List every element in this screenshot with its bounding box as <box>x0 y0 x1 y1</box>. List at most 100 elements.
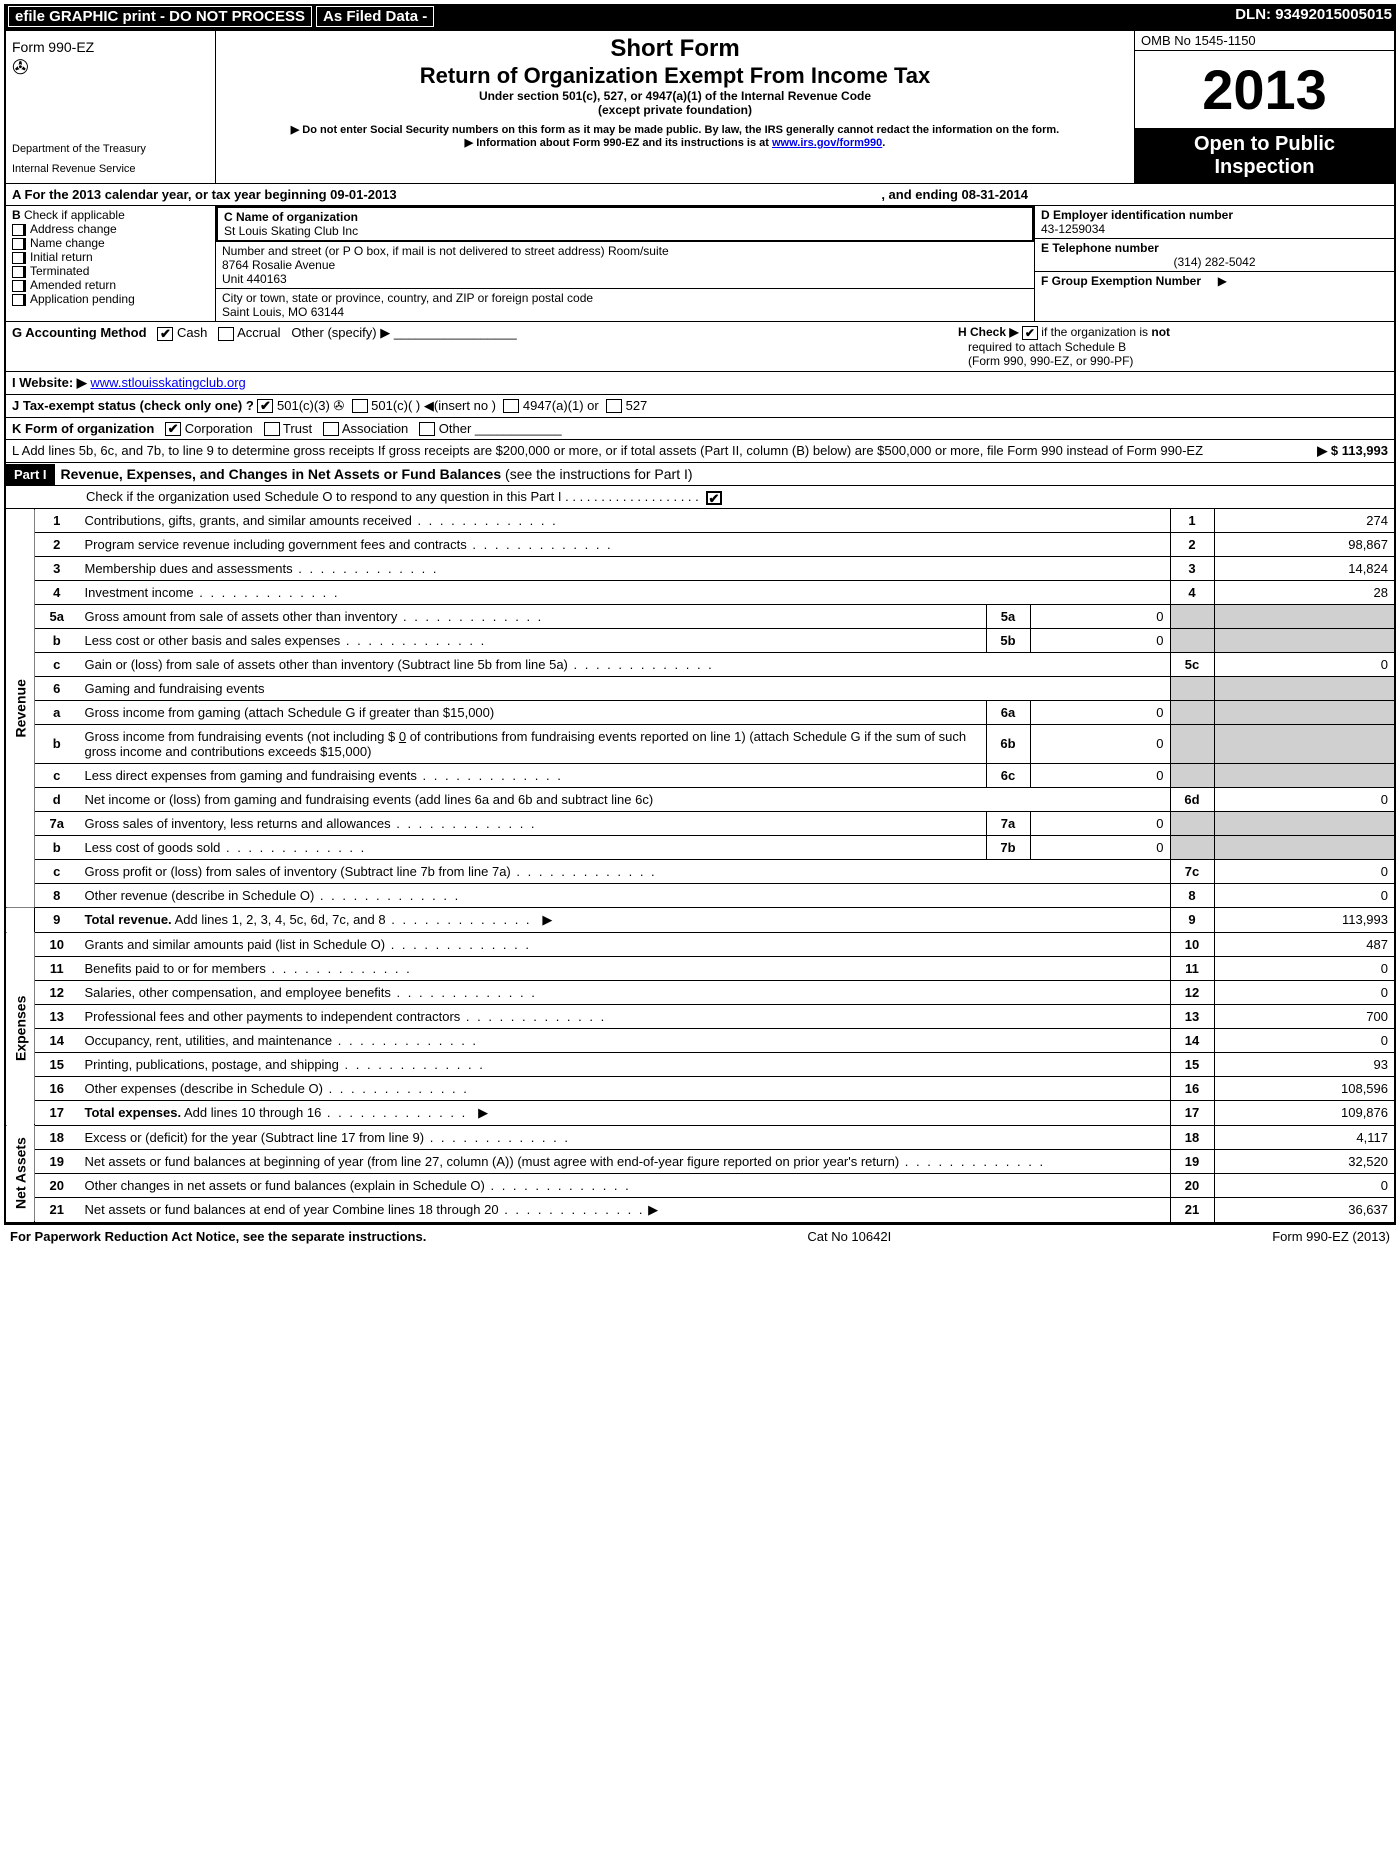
line-5b-sn: 5b <box>986 628 1030 652</box>
grey-6-val <box>1214 676 1394 700</box>
irs-link[interactable]: www.irs.gov/form990 <box>772 137 882 149</box>
checkbox-accrual[interactable] <box>218 327 234 341</box>
line-7a-num: 7a <box>35 811 79 835</box>
footer-left: For Paperwork Reduction Act Notice, see … <box>10 1229 426 1244</box>
h-not: not <box>1151 325 1170 339</box>
line-20-num: 20 <box>35 1173 79 1197</box>
line-6-desc: Gaming and fundraising events <box>79 676 1171 700</box>
grey-5a <box>1170 604 1214 628</box>
line-18-num: 18 <box>35 1125 79 1149</box>
line-7b-desc: Less cost of goods sold <box>85 840 367 855</box>
line-6a-sn: 6a <box>986 700 1030 724</box>
h-label: H Check ▶ <box>958 325 1019 339</box>
checkbox-address[interactable] <box>12 224 26 236</box>
grey-5b-val <box>1214 628 1394 652</box>
line-1-num: 1 <box>35 509 79 533</box>
footer: For Paperwork Reduction Act Notice, see … <box>4 1225 1396 1248</box>
g-accrual: Accrual <box>237 325 280 340</box>
checkbox-501c3[interactable]: ✔ <box>257 399 273 413</box>
dept-treasury: Department of the Treasury <box>12 143 209 155</box>
warning-ssn: ▶ Do not enter Social Security numbers o… <box>226 123 1124 136</box>
line-5b-desc: Less cost or other basis and sales expen… <box>85 633 487 648</box>
line-6b-sn: 6b <box>986 724 1030 763</box>
checkbox-h[interactable]: ✔ <box>1022 326 1038 340</box>
k-corp: Corporation <box>185 421 253 436</box>
line-7b-num: b <box>35 835 79 859</box>
line-17-ln: 17 <box>1170 1100 1214 1125</box>
form-prefix: Form <box>12 39 45 55</box>
checkbox-other[interactable] <box>419 422 435 436</box>
checkbox-corp[interactable]: ✔ <box>165 422 181 436</box>
checkbox-501c[interactable] <box>352 399 368 413</box>
checkbox-trust[interactable] <box>264 422 280 436</box>
footer-mid: Cat No 10642I <box>807 1229 891 1244</box>
line-18-ln: 18 <box>1170 1125 1214 1149</box>
line-1-ln: 1 <box>1170 509 1214 533</box>
line-20-ln: 20 <box>1170 1173 1214 1197</box>
line-5c-desc: Gain or (loss) from sale of assets other… <box>85 657 714 672</box>
line-14-val: 0 <box>1214 1028 1394 1052</box>
line-5b-sv: 0 <box>1030 628 1170 652</box>
checkbox-cash[interactable]: ✔ <box>157 327 173 341</box>
checkbox-assoc[interactable] <box>323 422 339 436</box>
line-6c-desc: Less direct expenses from gaming and fun… <box>85 768 563 783</box>
ein-val: 43-1259034 <box>1041 222 1388 236</box>
j-label: J Tax-exempt status (check only one) ? <box>12 398 254 413</box>
grey-6a-val <box>1214 700 1394 724</box>
line-6-num: 6 <box>35 676 79 700</box>
line-12-val: 0 <box>1214 980 1394 1004</box>
j-opt-501c: 501(c)( ) ◀(insert no ) <box>371 398 496 413</box>
line-20-desc: Other changes in net assets or fund bala… <box>85 1178 631 1193</box>
line-5b-num: b <box>35 628 79 652</box>
line-5c-val: 0 <box>1214 652 1394 676</box>
checkbox-527[interactable] <box>606 399 622 413</box>
line-4-ln: 4 <box>1170 580 1214 604</box>
line-15-num: 15 <box>35 1052 79 1076</box>
line-16-val: 108,596 <box>1214 1076 1394 1100</box>
line-2-val: 98,867 <box>1214 532 1394 556</box>
checkbox-pending[interactable] <box>12 294 26 306</box>
l-amount: ▶ $ 113,993 <box>1228 443 1388 459</box>
line-11-desc: Benefits paid to or for members <box>85 961 412 976</box>
line-5a-sn: 5a <box>986 604 1030 628</box>
website-link[interactable]: www.stlouisskatingclub.org <box>90 375 245 390</box>
line-11-ln: 11 <box>1170 956 1214 980</box>
k-other: Other <box>439 421 472 436</box>
line-6c-num: c <box>35 763 79 787</box>
line-21-desc: Net assets or fund balances at end of ye… <box>79 1197 1171 1222</box>
checkbox-schedo[interactable]: ✔ <box>706 491 722 505</box>
checkbox-initial[interactable] <box>12 252 26 264</box>
g-other: Other (specify) ▶ <box>291 325 390 340</box>
form-header: Form 990-EZ ✇ Department of the Treasury… <box>6 31 1394 184</box>
checkbox-4947[interactable] <box>503 399 519 413</box>
f-arrow: ▶ <box>1218 274 1227 288</box>
line-10-desc: Grants and similar amounts paid (list in… <box>85 937 532 952</box>
grey-6c <box>1170 763 1214 787</box>
checkbox-terminated[interactable] <box>12 266 26 278</box>
k-label: K Form of organization <box>12 421 154 436</box>
checkbox-amended[interactable] <box>12 280 26 292</box>
line-7c-ln: 7c <box>1170 859 1214 883</box>
line-6a-desc: Gross income from gaming (attach Schedul… <box>79 700 987 724</box>
line-5c-ln: 5c <box>1170 652 1214 676</box>
line-14-ln: 14 <box>1170 1028 1214 1052</box>
line-9-val: 113,993 <box>1214 907 1394 932</box>
j-opt-4947: 4947(a)(1) or <box>523 398 599 413</box>
line-17-val: 109,876 <box>1214 1100 1394 1125</box>
g-cash: Cash <box>177 325 207 340</box>
efile-label: efile GRAPHIC print - DO NOT PROCESS <box>8 6 312 27</box>
grey-6 <box>1170 676 1214 700</box>
grey-7a <box>1170 811 1214 835</box>
line-6c-sv: 0 <box>1030 763 1170 787</box>
line-16-ln: 16 <box>1170 1076 1214 1100</box>
check-initial: Initial return <box>30 250 93 264</box>
line-18-desc: Excess or (deficit) for the year (Subtra… <box>85 1130 571 1145</box>
checkbox-name[interactable] <box>12 238 26 250</box>
line-5a-sv: 0 <box>1030 604 1170 628</box>
k-trust: Trust <box>283 421 312 436</box>
f-label: F Group Exemption Number <box>1041 274 1201 288</box>
side-expenses: Expenses <box>6 932 35 1125</box>
line-2-num: 2 <box>35 532 79 556</box>
line-20-val: 0 <box>1214 1173 1394 1197</box>
line-13-ln: 13 <box>1170 1004 1214 1028</box>
